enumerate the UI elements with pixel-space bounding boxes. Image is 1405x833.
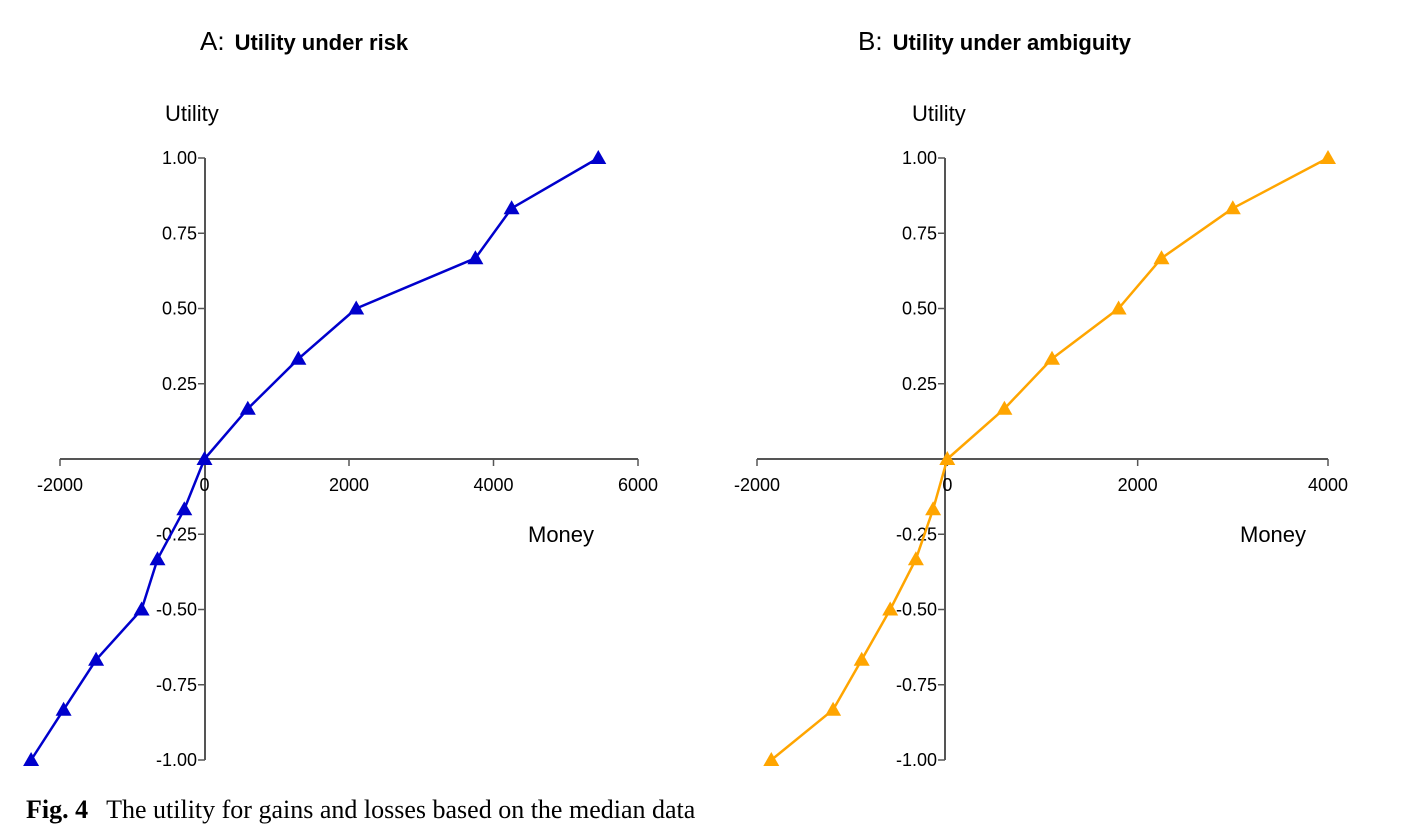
panel-b-letter: B: bbox=[858, 26, 883, 56]
panel-a-data-point bbox=[590, 150, 607, 164]
panel-a-y-axis-label: Utility bbox=[165, 101, 219, 126]
panel-b-data-point bbox=[996, 400, 1013, 415]
panel-a-y-tick-label: -0.50 bbox=[156, 600, 197, 620]
panel-a-y-tick-label: 0.50 bbox=[162, 299, 197, 319]
panel-b-data-point bbox=[853, 651, 870, 666]
panel-b-y-tick-label: 0.75 bbox=[902, 223, 937, 243]
panel-b-data-point bbox=[1044, 350, 1060, 365]
panel-a-data-point bbox=[503, 200, 520, 215]
panel-b-title: B: Utility under ambiguity bbox=[858, 26, 1132, 56]
panel-a-title: A: Utility under risk bbox=[200, 26, 409, 56]
panel-a-x-axis-label: Money bbox=[528, 522, 594, 547]
panel-a-y-tick-label: 0.25 bbox=[162, 374, 197, 394]
panel-a-data-point bbox=[88, 651, 105, 666]
chart-panel-b: B: Utility under ambiguity Utility Money… bbox=[734, 26, 1348, 770]
caption-label: Fig. 4 bbox=[26, 795, 88, 824]
panel-a-data-point bbox=[196, 451, 213, 465]
panel-b-y-tick-label: -0.75 bbox=[896, 675, 937, 695]
panel-a-x-tick-label: 4000 bbox=[473, 475, 513, 495]
panel-a-data-point bbox=[149, 551, 166, 566]
panel-a-data-point bbox=[348, 300, 365, 315]
panel-a-y-tick-label: -0.75 bbox=[156, 675, 197, 695]
panel-b-data-point bbox=[882, 601, 899, 616]
panel-b-data-point bbox=[939, 451, 956, 465]
panel-b-y-tick-label: -0.50 bbox=[896, 600, 937, 620]
panel-a-y-tick-label: -1.00 bbox=[156, 750, 197, 770]
panel-b-data-point bbox=[825, 701, 842, 716]
panel-a-y-tick-label: 0.75 bbox=[162, 223, 197, 243]
panel-a-x-tick-label: 6000 bbox=[618, 475, 658, 495]
panel-b-x-axis-label: Money bbox=[1240, 522, 1306, 547]
panel-b-data-point bbox=[925, 501, 942, 516]
panel-b-x-tick-label: 4000 bbox=[1308, 475, 1348, 495]
panel-a-data-point bbox=[176, 501, 193, 516]
panel-b-data-point bbox=[1320, 150, 1336, 164]
panel-b-x-tick-label: 0 bbox=[942, 475, 952, 495]
panel-a-letter: A: bbox=[200, 26, 225, 56]
panel-a-y-tick-label: -0.25 bbox=[156, 524, 197, 544]
panel-a-x-tick-label: -2000 bbox=[37, 475, 83, 495]
chart-panel-a: A: Utility under risk Utility Money -200… bbox=[23, 26, 658, 770]
panel-a-data-point bbox=[23, 752, 40, 766]
panel-b-y-axis-label: Utility bbox=[912, 101, 966, 126]
caption-text: The utility for gains and losses based o… bbox=[106, 795, 696, 824]
figure-caption: Fig. 4 The utility for gains and losses … bbox=[26, 795, 696, 824]
panel-b-y-tick-label: -1.00 bbox=[896, 750, 937, 770]
panel-b-y-tick-label: -0.25 bbox=[896, 524, 937, 544]
panel-a-data-point bbox=[55, 701, 72, 716]
panel-a-data-point bbox=[467, 250, 484, 265]
panel-b-data-point bbox=[1110, 300, 1127, 315]
panel-b-data-point bbox=[763, 752, 780, 766]
panel-b-x-tick-label: 2000 bbox=[1118, 475, 1158, 495]
panel-a-y-tick-label: 1.00 bbox=[162, 148, 197, 168]
panel-a-data-point bbox=[290, 350, 307, 365]
panel-b-x-tick-label: -2000 bbox=[734, 475, 780, 495]
panel-a-title-text: Utility under risk bbox=[235, 30, 409, 55]
panel-b-title-text: Utility under ambiguity bbox=[893, 30, 1132, 55]
panel-a-data-point bbox=[133, 601, 150, 616]
panel-b-data-point bbox=[1224, 200, 1241, 215]
panel-b-y-tick-label: 0.25 bbox=[902, 374, 937, 394]
panel-b-y-tick-label: 1.00 bbox=[902, 148, 937, 168]
panel-a-data-point bbox=[239, 400, 256, 415]
panel-b-data-point bbox=[907, 551, 924, 566]
panel-b-data-point bbox=[1153, 250, 1170, 265]
panel-a-x-tick-label: 2000 bbox=[329, 475, 369, 495]
panel-b-y-tick-label: 0.50 bbox=[902, 299, 937, 319]
panel-a-x-tick-label: 0 bbox=[199, 475, 209, 495]
